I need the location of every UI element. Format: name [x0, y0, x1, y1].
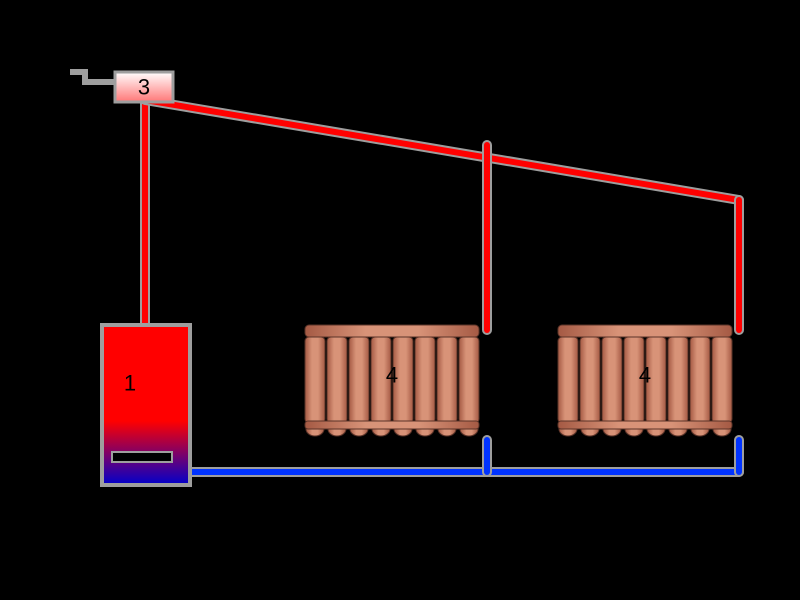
radiator-label: 4 — [386, 363, 398, 388]
radiator-manifold-bottom — [558, 421, 732, 429]
radiator-section — [580, 337, 600, 423]
radiator-section — [305, 337, 325, 423]
radiator-manifold-bottom — [305, 421, 479, 429]
radiator-section — [437, 337, 457, 423]
radiator: 4 — [305, 325, 479, 436]
radiator-label: 4 — [639, 363, 651, 388]
radiator-section — [459, 337, 479, 423]
radiator-section — [349, 337, 369, 423]
boiler-label: 1 — [124, 371, 136, 396]
overflow-pipe — [70, 72, 115, 82]
radiator-section — [327, 337, 347, 423]
radiator-manifold-top — [305, 325, 479, 337]
radiator-section — [602, 337, 622, 423]
pipe — [145, 100, 739, 200]
boiler-slot — [112, 452, 172, 462]
radiator-section — [558, 337, 578, 423]
heating-schematic: 3 1 4 4 — [0, 0, 800, 600]
radiator-manifold-top — [558, 325, 732, 337]
radiator: 4 — [558, 325, 732, 436]
expansion-tank-label: 3 — [138, 75, 150, 100]
radiator-section — [415, 337, 435, 423]
radiator-section — [668, 337, 688, 423]
radiator-section — [690, 337, 710, 423]
radiator-section — [712, 337, 732, 423]
